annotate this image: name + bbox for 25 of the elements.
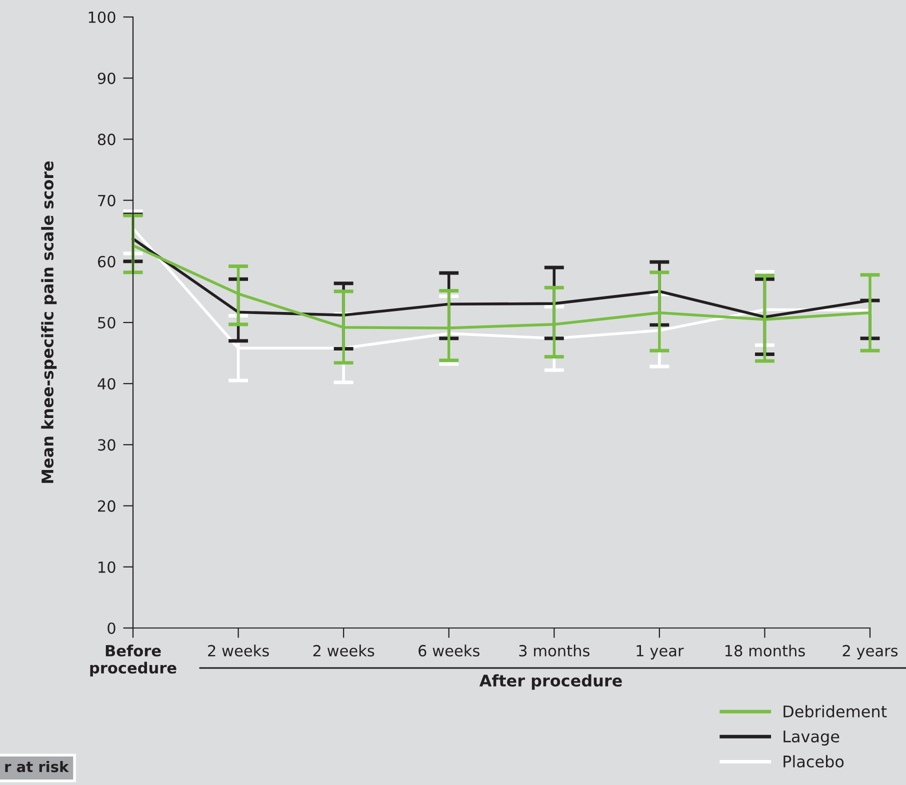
y-tick-label: 0 — [108, 622, 116, 634]
y-tick-label: 20 — [98, 500, 116, 512]
y-tick-label: 100 — [88, 11, 116, 24]
x-tick-label: 18 months — [725, 644, 805, 656]
x-tick-label: 3 months — [519, 644, 590, 656]
x-tick-label: Before procedure — [90, 644, 176, 677]
y-tick-label: 90 — [98, 72, 116, 84]
x-tick-label: 2 years — [842, 644, 898, 660]
y-tick-label: 30 — [98, 439, 116, 451]
y-tick-label: 70 — [98, 194, 116, 206]
y-tick-label: 10 — [98, 561, 116, 573]
legend-label: Lavage — [784, 730, 840, 746]
x-tick-label: 2 weeks — [313, 644, 374, 656]
x-tick-label: 2 weeks — [208, 644, 269, 656]
y-tick-label: 50 — [98, 316, 116, 329]
y-tick-label: 60 — [98, 256, 116, 268]
x-tick-label: 6 weeks — [418, 644, 480, 656]
text: After procedure — [479, 674, 622, 690]
text: r at risk — [5, 760, 70, 772]
y-tick-label: 80 — [98, 134, 116, 146]
x-tick-label: 1 year — [636, 645, 684, 660]
legend-label: Placebo — [784, 755, 844, 768]
legend-label: Debridement — [784, 705, 887, 718]
y-tick-label: 40 — [98, 378, 116, 390]
y-axis-title: Mean knee-specific pain scale score — [41, 161, 57, 483]
